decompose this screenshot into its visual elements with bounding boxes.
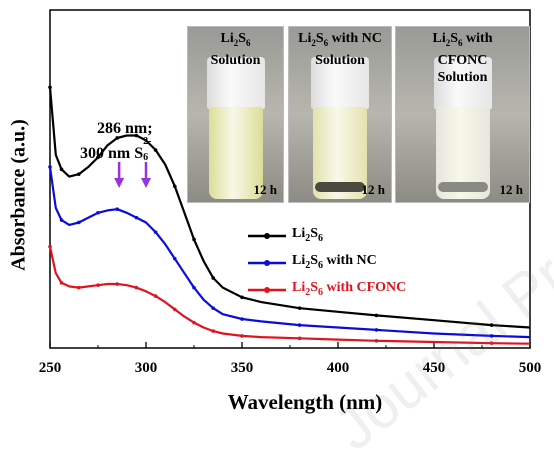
series-line-0	[48, 87, 531, 329]
peak-annotation-sub: 6	[143, 152, 149, 163]
series-2-point	[489, 341, 494, 345]
photo-title: Li2S6 with NC Solution	[298, 31, 382, 68]
legend-label-1: Li2S6 with NC	[292, 253, 377, 271]
series-line-2	[48, 246, 531, 345]
x-tick-label: 450	[423, 360, 446, 376]
vial-sediment	[437, 182, 488, 192]
vial-sediment	[315, 182, 365, 192]
series-1-point	[59, 218, 64, 222]
series-2-point	[173, 307, 177, 312]
series-0-point	[192, 237, 196, 242]
series-1-point	[48, 165, 52, 169]
series-0-point	[96, 155, 100, 160]
series-2-point	[240, 334, 244, 338]
x-tick-label: 400	[327, 360, 350, 376]
series-1-point	[211, 306, 215, 310]
series-1-point	[240, 317, 244, 321]
peak-arrow-head-0	[114, 178, 125, 188]
x-tick-label: 250	[39, 360, 62, 376]
legend-label-0: Li2S6	[292, 226, 324, 244]
x-tick-label: 350	[231, 360, 254, 376]
photo-time-label: 12 h	[253, 182, 277, 197]
peak-annotation-text: 300 nm S	[80, 145, 144, 162]
series-2-point	[96, 283, 100, 288]
series-0-point	[297, 306, 302, 310]
peak-annotation-line1: 286 nm;	[97, 120, 153, 137]
series-0-point	[153, 148, 158, 152]
vial-cap	[311, 57, 369, 109]
legend-label-2: Li2S6 with CFONC	[292, 280, 407, 298]
series-2-point	[211, 329, 215, 333]
photo-time-label: 12 h	[499, 182, 523, 197]
vial-cap	[206, 57, 265, 109]
series-2-point	[192, 320, 196, 325]
peak-annotation-sup: 2-	[143, 136, 152, 147]
inset-photo-0: Li2S6 Solution 12 h	[187, 26, 284, 203]
uv-vis-figure: 250 300 350 400 450 500 Absorbance (a.u.) Wav…	[4, 9, 554, 463]
peak-arrow-head-1	[141, 178, 151, 188]
series-0-point	[115, 136, 119, 140]
series-0-point	[59, 167, 64, 172]
series-1-point	[489, 334, 494, 338]
series-0-point	[374, 313, 379, 318]
photo-title: Li2S6 Solution	[210, 31, 261, 68]
y-axis-label: Absorbance (a.u.)	[7, 119, 30, 271]
series-0-point	[77, 172, 81, 176]
vial-cap	[433, 57, 492, 109]
y-axis-label-box: Absorbance (a.u.)	[4, 70, 34, 320]
series-2-point	[297, 336, 302, 341]
series-2-point	[374, 338, 379, 343]
series-0-point	[173, 184, 177, 189]
series-line-1	[48, 166, 531, 339]
series-1-point	[192, 285, 196, 290]
series-2-point	[115, 282, 119, 286]
series-1-point	[77, 220, 81, 225]
legend-marker-2	[264, 287, 270, 293]
photo-title: Li2S6 with CFONC Solution	[432, 31, 493, 85]
series-2-point	[59, 281, 64, 285]
series-1-point	[173, 256, 177, 261]
legend-marker-0	[264, 233, 270, 239]
series-1-point	[153, 230, 158, 234]
series-0-point	[134, 133, 139, 138]
photo-time-label: 12 h	[361, 182, 385, 197]
inset-photo-1: Li2S6 with NC Solution 12 h	[288, 26, 392, 203]
series-2-point	[77, 285, 81, 290]
series-2-point	[48, 244, 52, 249]
legend-marker-1	[264, 260, 270, 266]
series-0-point	[240, 295, 244, 300]
series-1-point	[374, 328, 379, 332]
x-tick-label: 300	[135, 360, 158, 376]
series-1-point	[134, 215, 139, 220]
series-1-point	[115, 207, 119, 211]
plot-area: 250 300 350 400 450 500	[39, 9, 542, 376]
vial-liquid	[208, 107, 263, 199]
series-0-point	[489, 323, 494, 327]
series-1-point	[96, 211, 100, 215]
series-1-point	[297, 323, 302, 327]
x-axis-label: Wavelength (nm)	[227, 390, 383, 414]
series-0-point	[48, 85, 52, 90]
inset-photo-2: Li2S6 with CFONC Solution 12 h	[395, 26, 530, 203]
series-2-point	[134, 285, 139, 290]
peak-annotation-line2: 300 nm S 2- 6	[80, 136, 157, 163]
series-0-point	[211, 276, 215, 280]
x-tick-label: 500	[519, 360, 542, 376]
series-2-point	[153, 294, 158, 298]
